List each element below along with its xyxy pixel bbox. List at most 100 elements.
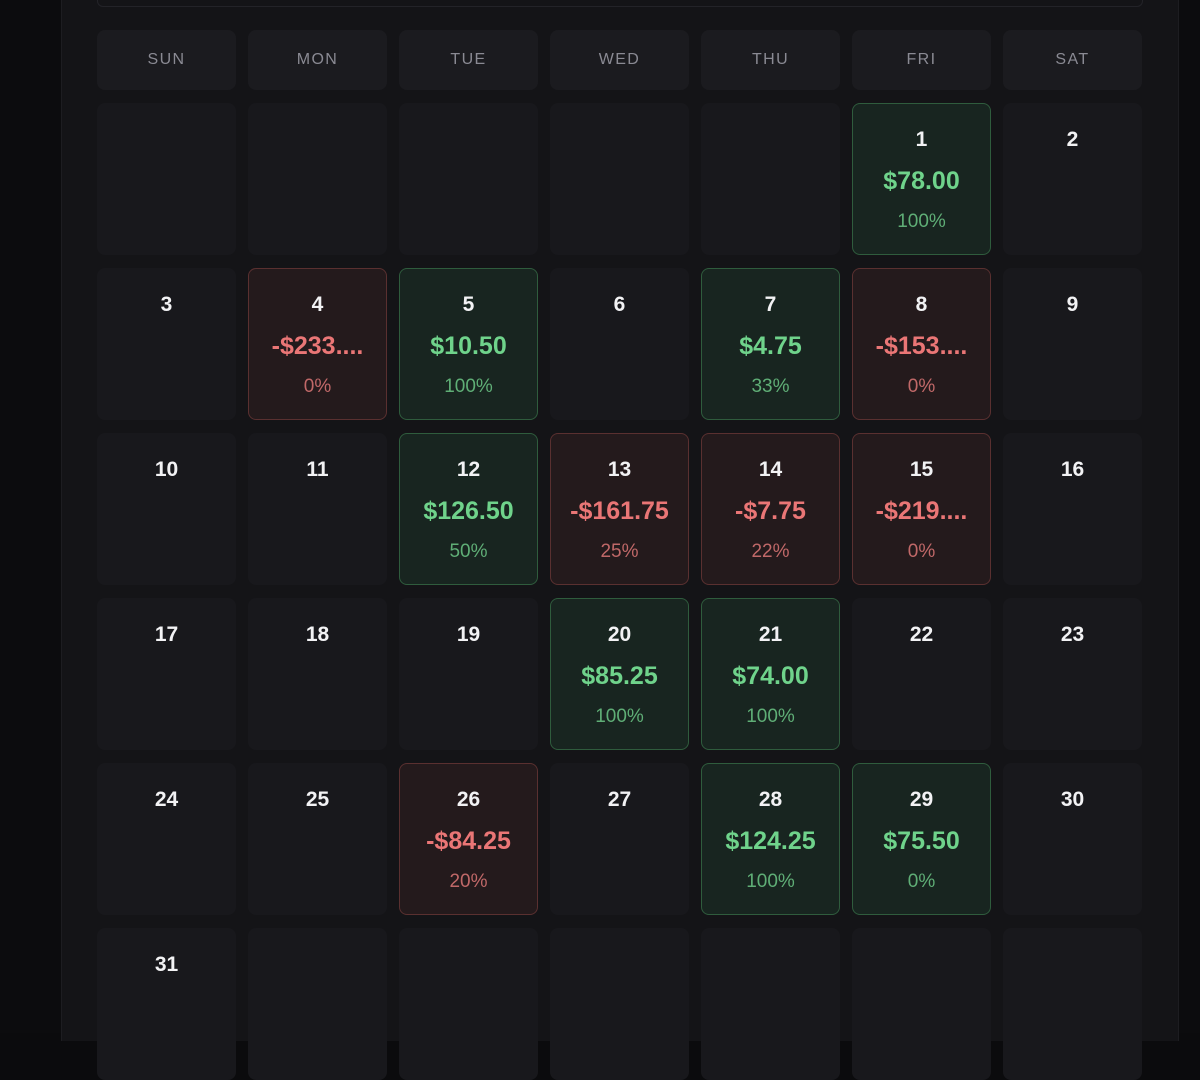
weekday-header-thu: THU [701,30,840,90]
day-cell-6[interactable]: 6 [550,268,689,420]
empty-day-cell [550,928,689,1080]
day-cell-23[interactable]: 23 [1003,598,1142,750]
day-cell-13[interactable]: 13 -$161.75 25% [550,433,689,585]
empty-day-cell [1003,928,1142,1080]
day-cell-27[interactable]: 27 [550,763,689,915]
empty-day-cell [701,928,840,1080]
empty-day-cell [248,928,387,1080]
header-divider [97,0,1143,7]
day-pnl-amount: $10.50 [430,332,507,360]
day-pnl-amount: $4.75 [739,332,802,360]
empty-day-cell [399,103,538,255]
empty-day-cell [97,103,236,255]
day-cell-20[interactable]: 20 $85.25 100% [550,598,689,750]
day-cell-3[interactable]: 3 [97,268,236,420]
day-cell-24[interactable]: 24 [97,763,236,915]
day-number: 13 [607,458,632,481]
day-number: 28 [758,788,783,811]
day-win-rate: 0% [303,376,332,397]
day-cell-14[interactable]: 14 -$7.75 22% [701,433,840,585]
day-number: 5 [462,293,475,316]
day-number: 15 [909,458,934,481]
day-number: 8 [915,293,928,316]
day-cell-5[interactable]: 5 $10.50 100% [399,268,538,420]
day-cell-16[interactable]: 16 [1003,433,1142,585]
day-number: 24 [154,788,179,811]
day-number: 3 [160,293,173,316]
day-number: 18 [305,623,330,646]
day-number: 21 [758,623,783,646]
app-background: SUN MON TUE WED THU FRI SAT 1 $78.00 100% 2 3 4 -$23… [61,0,1179,1080]
day-win-rate: 33% [751,376,790,397]
day-number: 6 [613,293,626,316]
day-cell-11[interactable]: 11 [248,433,387,585]
day-cell-18[interactable]: 18 [248,598,387,750]
weekday-header-sat: SAT [1003,30,1142,90]
day-pnl-amount: $124.25 [725,827,816,855]
weekday-header-tue: TUE [399,30,538,90]
weekday-header-fri: FRI [852,30,991,90]
day-number: 27 [607,788,632,811]
day-number: 26 [456,788,481,811]
weekday-header-sun: SUN [97,30,236,90]
day-cell-12[interactable]: 12 $126.50 50% [399,433,538,585]
day-win-rate: 100% [897,211,946,232]
day-number: 7 [764,293,777,316]
day-number: 16 [1060,458,1085,481]
day-pnl-amount: $75.50 [883,827,960,855]
day-cell-19[interactable]: 19 [399,598,538,750]
day-win-rate: 100% [746,706,795,727]
day-cell-2[interactable]: 2 [1003,103,1142,255]
day-cell-4[interactable]: 4 -$233.... 0% [248,268,387,420]
day-number: 22 [909,623,934,646]
day-cell-17[interactable]: 17 [97,598,236,750]
day-cell-7[interactable]: 7 $4.75 33% [701,268,840,420]
empty-day-cell [550,103,689,255]
day-number: 9 [1066,293,1079,316]
day-cell-10[interactable]: 10 [97,433,236,585]
day-cell-9[interactable]: 9 [1003,268,1142,420]
day-cell-26[interactable]: 26 -$84.25 20% [399,763,538,915]
weekday-header-mon: MON [248,30,387,90]
empty-day-cell [701,103,840,255]
day-pnl-amount: -$7.75 [735,497,806,525]
day-number: 2 [1066,128,1079,151]
day-number: 20 [607,623,632,646]
day-cell-29[interactable]: 29 $75.50 0% [852,763,991,915]
day-number: 1 [915,128,928,151]
day-win-rate: 20% [449,871,488,892]
day-cell-31[interactable]: 31 [97,928,236,1080]
day-pnl-amount: -$233.... [271,332,364,360]
day-cell-22[interactable]: 22 [852,598,991,750]
day-number: 19 [456,623,481,646]
day-pnl-amount: $85.25 [581,662,658,690]
day-win-rate: 100% [746,871,795,892]
day-number: 25 [305,788,330,811]
day-cell-25[interactable]: 25 [248,763,387,915]
day-cell-28[interactable]: 28 $124.25 100% [701,763,840,915]
day-pnl-amount: -$153.... [875,332,968,360]
day-cell-21[interactable]: 21 $74.00 100% [701,598,840,750]
day-number: 12 [456,458,481,481]
day-cell-30[interactable]: 30 [1003,763,1142,915]
day-number: 29 [909,788,934,811]
day-pnl-amount: -$161.75 [570,497,669,525]
day-pnl-amount: $74.00 [732,662,809,690]
day-win-rate: 25% [600,541,639,562]
day-pnl-amount: $78.00 [883,167,960,195]
day-pnl-amount: $126.50 [423,497,514,525]
day-win-rate: 0% [907,871,936,892]
day-number: 4 [311,293,324,316]
day-number: 23 [1060,623,1085,646]
day-number: 17 [154,623,179,646]
day-cell-8[interactable]: 8 -$153.... 0% [852,268,991,420]
day-number: 31 [154,953,179,976]
day-win-rate: 0% [907,376,936,397]
day-win-rate: 100% [444,376,493,397]
empty-day-cell [852,928,991,1080]
day-cell-1[interactable]: 1 $78.00 100% [852,103,991,255]
day-number: 11 [306,458,329,481]
day-number: 10 [154,458,179,481]
empty-day-cell [248,103,387,255]
day-cell-15[interactable]: 15 -$219.... 0% [852,433,991,585]
